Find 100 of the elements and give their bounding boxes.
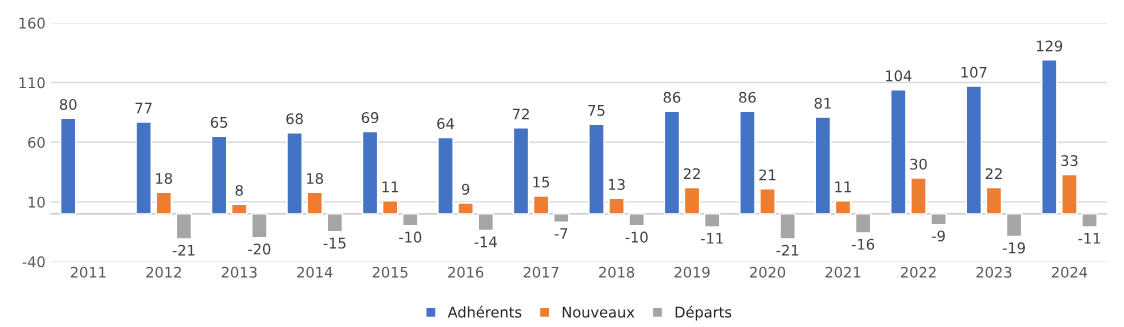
bar bbox=[402, 213, 419, 227]
data-label: -11 bbox=[700, 232, 723, 244]
data-label: 104 bbox=[886, 70, 912, 82]
data-label: 15 bbox=[533, 176, 550, 188]
bar bbox=[532, 195, 550, 215]
x-tick-label: 2024 bbox=[1051, 266, 1088, 278]
bar bbox=[1041, 59, 1058, 215]
x-tick-label: 2011 bbox=[70, 266, 106, 278]
data-label: 9 bbox=[461, 183, 470, 195]
bar bbox=[628, 213, 645, 227]
data-label: -14 bbox=[474, 236, 497, 248]
data-label: -21 bbox=[172, 244, 195, 256]
x-tick-label: 2019 bbox=[674, 266, 710, 278]
data-label: 8 bbox=[235, 184, 243, 196]
bar bbox=[930, 213, 947, 226]
legend-label: Adhérents bbox=[447, 305, 522, 318]
data-label: 86 bbox=[739, 91, 756, 103]
x-tick-label: 2020 bbox=[750, 266, 786, 278]
y-tick-label: -40 bbox=[22, 256, 45, 268]
bar bbox=[779, 213, 796, 240]
data-label: 80 bbox=[59, 98, 77, 110]
data-label: 65 bbox=[210, 116, 228, 128]
data-label: 22 bbox=[683, 168, 700, 180]
x-tick-label: 2022 bbox=[900, 266, 936, 278]
data-label: 81 bbox=[814, 97, 831, 109]
data-label: 68 bbox=[286, 113, 303, 125]
x-tick-label: 2014 bbox=[297, 266, 333, 278]
bar bbox=[985, 186, 1003, 215]
bar bbox=[1061, 173, 1078, 215]
data-label: -15 bbox=[323, 237, 346, 249]
data-label: -20 bbox=[248, 243, 271, 255]
bar bbox=[834, 200, 852, 215]
data-label: 75 bbox=[588, 105, 605, 116]
bar bbox=[477, 213, 495, 232]
bar bbox=[175, 213, 193, 240]
data-label: 22 bbox=[985, 168, 1002, 180]
data-label: 107 bbox=[961, 66, 987, 78]
bar bbox=[910, 177, 927, 215]
data-label: 13 bbox=[608, 178, 625, 190]
bar bbox=[1005, 213, 1023, 238]
data-label: 21 bbox=[759, 169, 776, 181]
data-label: 33 bbox=[1061, 155, 1078, 167]
bar bbox=[306, 191, 323, 215]
y-tick-label: 160 bbox=[19, 17, 45, 29]
bar bbox=[759, 188, 776, 215]
y-tick-label: 110 bbox=[19, 77, 45, 89]
data-label: -9 bbox=[932, 230, 945, 242]
data-label: 18 bbox=[156, 172, 173, 184]
bar bbox=[251, 213, 268, 239]
bar bbox=[231, 203, 248, 215]
bar bbox=[890, 89, 907, 215]
bar bbox=[588, 123, 605, 215]
bar bbox=[155, 191, 173, 215]
data-label: 18 bbox=[307, 172, 323, 184]
bar bbox=[381, 200, 399, 215]
data-label: 11 bbox=[382, 181, 399, 193]
data-label: 77 bbox=[135, 102, 152, 114]
y-tick-label: 10 bbox=[28, 196, 45, 208]
data-label: -10 bbox=[399, 231, 422, 243]
x-tick-label: 2015 bbox=[372, 266, 408, 278]
bar bbox=[663, 110, 681, 215]
data-label: 69 bbox=[361, 112, 379, 124]
y-tick-label: 60 bbox=[28, 136, 45, 148]
bar bbox=[286, 132, 303, 215]
data-label: 86 bbox=[663, 91, 681, 103]
data-label: 30 bbox=[910, 158, 927, 170]
data-label: -21 bbox=[776, 244, 799, 256]
bar bbox=[512, 127, 530, 215]
bar bbox=[210, 135, 228, 215]
data-label: 129 bbox=[1036, 40, 1063, 52]
bar bbox=[965, 85, 983, 215]
bar bbox=[1081, 213, 1098, 228]
bar bbox=[683, 186, 701, 215]
x-tick-label: 2017 bbox=[523, 266, 559, 278]
legend-label: Nouveaux bbox=[562, 306, 635, 318]
bar bbox=[437, 136, 454, 215]
bar bbox=[135, 121, 152, 215]
data-label: 11 bbox=[835, 181, 851, 193]
data-label: 64 bbox=[437, 118, 454, 130]
x-tick-label: 2012 bbox=[146, 266, 181, 278]
data-label: -16 bbox=[851, 238, 875, 250]
x-tick-label: 2021 bbox=[825, 266, 861, 278]
data-label: -19 bbox=[1002, 242, 1025, 254]
legend-label: Départs bbox=[675, 305, 732, 321]
bar bbox=[457, 202, 474, 215]
x-tick-label: 2016 bbox=[448, 266, 484, 278]
bar bbox=[739, 110, 756, 215]
data-label: -10 bbox=[625, 231, 648, 243]
bar bbox=[703, 213, 721, 228]
bar bbox=[814, 116, 832, 215]
bar bbox=[553, 213, 570, 223]
x-tick-label: 2018 bbox=[599, 266, 635, 278]
x-tick-label: 2013 bbox=[221, 266, 257, 278]
data-label: -7 bbox=[554, 228, 568, 239]
data-label: -11 bbox=[1078, 232, 1101, 244]
bar bbox=[326, 213, 344, 233]
x-tick-label: 2023 bbox=[976, 266, 1012, 278]
bar bbox=[854, 213, 872, 234]
bar bbox=[608, 197, 625, 215]
bar bbox=[361, 130, 379, 215]
